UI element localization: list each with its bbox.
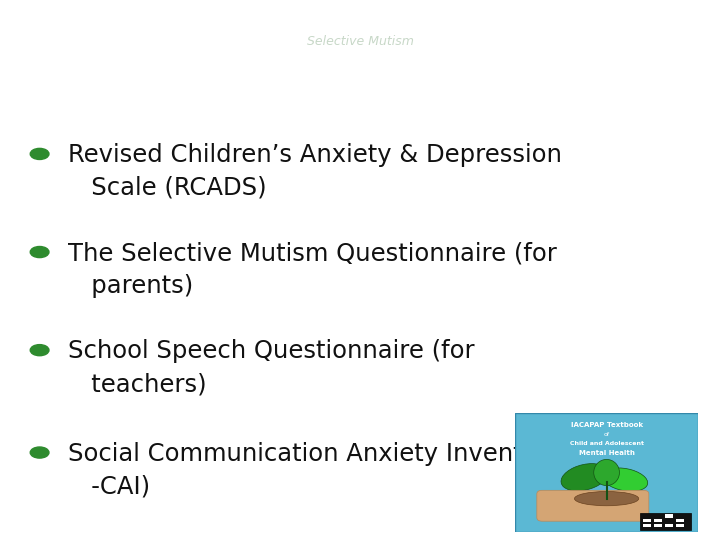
Ellipse shape bbox=[561, 464, 608, 491]
FancyBboxPatch shape bbox=[644, 519, 651, 522]
FancyBboxPatch shape bbox=[654, 524, 662, 527]
Text: of: of bbox=[603, 432, 610, 437]
FancyBboxPatch shape bbox=[676, 524, 684, 527]
Circle shape bbox=[30, 148, 49, 159]
FancyBboxPatch shape bbox=[639, 513, 691, 530]
Text: The Selective Mutism Questionnaire (for
   parents): The Selective Mutism Questionnaire (for … bbox=[68, 241, 557, 298]
Text: Revised Children’s Anxiety & Depression
   Scale (RCADS): Revised Children’s Anxiety & Depression … bbox=[68, 143, 562, 200]
FancyBboxPatch shape bbox=[644, 524, 651, 527]
Text: IACAPAP Textbook: IACAPAP Textbook bbox=[570, 422, 643, 428]
Text: School Speech Questionnaire (for
   teachers): School Speech Questionnaire (for teacher… bbox=[68, 340, 475, 396]
FancyBboxPatch shape bbox=[537, 490, 649, 521]
FancyBboxPatch shape bbox=[665, 524, 672, 527]
FancyBboxPatch shape bbox=[676, 519, 684, 522]
Text: Mental Health: Mental Health bbox=[579, 450, 634, 456]
Text: Selective Mutism: Selective Mutism bbox=[307, 35, 413, 48]
Text: Social Communication Anxiety Inventory (S
   -CAI): Social Communication Anxiety Inventory (… bbox=[68, 442, 595, 498]
Text: Rating Scales: Rating Scales bbox=[233, 69, 487, 102]
Circle shape bbox=[30, 447, 49, 458]
FancyBboxPatch shape bbox=[665, 514, 672, 518]
Ellipse shape bbox=[575, 491, 639, 506]
Ellipse shape bbox=[602, 468, 648, 491]
FancyBboxPatch shape bbox=[654, 519, 662, 522]
Text: Child and Adolescent: Child and Adolescent bbox=[570, 442, 644, 447]
Circle shape bbox=[30, 246, 49, 258]
Circle shape bbox=[30, 345, 49, 356]
Ellipse shape bbox=[594, 460, 619, 485]
FancyBboxPatch shape bbox=[515, 413, 698, 532]
